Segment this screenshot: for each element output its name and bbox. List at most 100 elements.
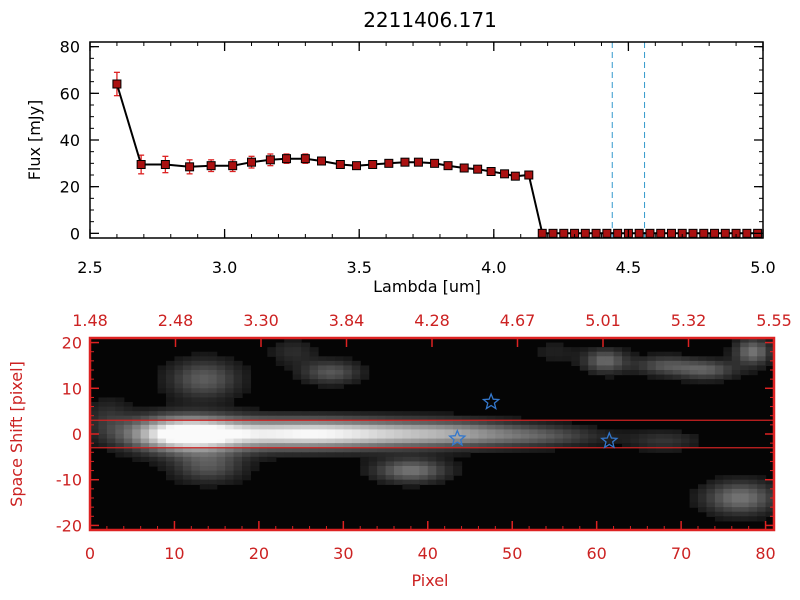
image-pixel bbox=[698, 379, 708, 385]
image-pixel bbox=[199, 397, 209, 403]
image-pixel bbox=[698, 360, 708, 367]
image-pixel bbox=[301, 438, 311, 444]
image-pixel bbox=[385, 456, 395, 463]
image-pixel bbox=[529, 447, 539, 453]
image-pixel bbox=[419, 420, 429, 426]
image-pixel bbox=[714, 370, 724, 376]
image-pixel bbox=[503, 429, 513, 435]
image-pixel bbox=[216, 434, 226, 440]
image-pixel bbox=[191, 379, 201, 385]
image-pixel bbox=[731, 516, 741, 522]
image-pixel bbox=[689, 438, 699, 444]
wavelength-tick-label: 3.84 bbox=[329, 311, 365, 330]
spectrum-plot-area bbox=[112, 42, 763, 238]
image-pixel bbox=[208, 447, 218, 453]
image-pixel bbox=[546, 438, 556, 444]
image-pixel bbox=[394, 479, 404, 485]
image-pixel bbox=[765, 484, 775, 490]
image-pixel bbox=[208, 388, 218, 394]
image-pixel bbox=[157, 415, 167, 421]
image-pixel bbox=[512, 429, 522, 435]
image-pixel bbox=[444, 424, 454, 431]
image-pixel bbox=[182, 438, 192, 444]
image-pixel bbox=[537, 420, 547, 426]
image-pixel bbox=[655, 429, 665, 435]
flux-point bbox=[486, 167, 496, 176]
image-pixel bbox=[182, 447, 192, 453]
image-pixel bbox=[199, 383, 209, 389]
image-pixel bbox=[166, 374, 176, 380]
image-pixel bbox=[275, 347, 285, 353]
image-pixel bbox=[444, 438, 454, 444]
image-pixel bbox=[90, 415, 100, 421]
image-pixel bbox=[740, 475, 750, 481]
image-pixel bbox=[106, 411, 116, 417]
image-pixel bbox=[385, 434, 395, 440]
image-pixel bbox=[689, 379, 699, 385]
wavelength-tick-label: 4.28 bbox=[414, 311, 450, 330]
image-pixel bbox=[748, 479, 758, 485]
image-pixel bbox=[377, 438, 387, 444]
image-pixel bbox=[740, 365, 750, 371]
image-pixel bbox=[714, 484, 724, 490]
image-pixel bbox=[318, 420, 328, 426]
image-pixel bbox=[199, 438, 209, 444]
image-pixel bbox=[554, 347, 564, 353]
image-pixel bbox=[377, 479, 387, 485]
image-pixel bbox=[436, 443, 446, 449]
image-pixel bbox=[292, 447, 302, 453]
image-pixel bbox=[174, 370, 184, 376]
image-pixel bbox=[740, 370, 750, 376]
image-pixel bbox=[267, 438, 277, 444]
image-pixel bbox=[714, 502, 724, 508]
image-pixel bbox=[579, 434, 589, 440]
image-pixel bbox=[267, 456, 277, 463]
image-pixel bbox=[166, 420, 176, 426]
image-pixel bbox=[638, 438, 648, 444]
image-pixel bbox=[394, 470, 404, 476]
image-pixel bbox=[351, 438, 361, 444]
image-pixel bbox=[258, 452, 268, 458]
image-pixel bbox=[216, 443, 226, 449]
image-pixel bbox=[242, 388, 252, 394]
image-pixel bbox=[191, 429, 201, 435]
image-pixel bbox=[182, 406, 192, 412]
image-pixel bbox=[250, 420, 260, 426]
flux-point bbox=[613, 228, 623, 238]
image-pixel bbox=[343, 374, 353, 380]
image-pixel bbox=[166, 429, 176, 435]
image-pixel bbox=[149, 456, 159, 463]
image-pixel bbox=[90, 402, 100, 408]
image-pixel bbox=[757, 498, 767, 504]
image-pixel bbox=[748, 507, 758, 513]
image-pixel bbox=[698, 370, 708, 376]
image-pixel bbox=[714, 360, 724, 367]
image-pixel bbox=[208, 434, 218, 440]
image-pixel bbox=[714, 507, 724, 513]
image-pixel bbox=[427, 443, 437, 449]
image-pixel bbox=[402, 461, 412, 467]
image-pixel bbox=[208, 406, 218, 412]
image-pixel bbox=[377, 411, 387, 417]
image-pixel bbox=[757, 484, 767, 490]
image-pixel bbox=[191, 360, 201, 367]
image-pixel bbox=[90, 411, 100, 417]
image-pixel bbox=[512, 447, 522, 453]
image-pixel bbox=[318, 374, 328, 380]
image-pixel bbox=[166, 406, 176, 412]
image-pixel bbox=[512, 438, 522, 444]
image-pixel bbox=[368, 411, 378, 417]
image-pixel bbox=[166, 388, 176, 394]
image-pixel bbox=[419, 475, 429, 481]
image-pixel bbox=[199, 392, 209, 399]
image-pixel bbox=[334, 438, 344, 444]
image-pixel bbox=[174, 461, 184, 467]
image-pixel bbox=[318, 443, 328, 449]
image-pixel bbox=[157, 447, 167, 453]
image-pixel bbox=[377, 420, 387, 426]
image-pixel bbox=[242, 475, 252, 481]
image-pixel bbox=[318, 383, 328, 389]
image-pixel bbox=[334, 374, 344, 380]
image-pixel bbox=[698, 502, 708, 508]
image-pixel bbox=[706, 479, 716, 485]
